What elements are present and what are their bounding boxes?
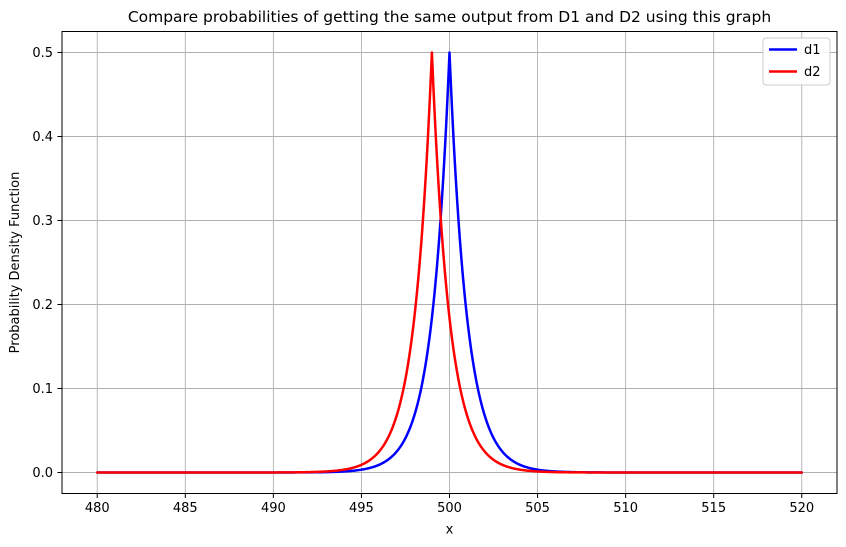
y-tick-label: 0.2: [32, 298, 53, 313]
x-tick-label: 510: [613, 501, 638, 516]
axis-tick-labels: 480 485 490 495 500 505 510 515 520 0.0 0.1 0.2 0.3 0…: [32, 46, 814, 516]
x-tick-label: 505: [525, 501, 550, 516]
x-tick-label: 480: [85, 501, 110, 516]
y-tick-label: 0.4: [32, 130, 53, 145]
series-curves: [95, 51, 804, 474]
x-axis-label: x: [446, 523, 454, 538]
y-tick-label: 0.1: [32, 382, 53, 397]
y-tick-label: 0.0: [32, 466, 53, 481]
y-axis-label: Probability Density Function: [8, 172, 23, 354]
y-tick-label: 0.3: [32, 214, 53, 229]
x-tick-label: 485: [173, 501, 198, 516]
x-tick-label: 495: [349, 501, 374, 516]
x-tick-label: 490: [261, 501, 286, 516]
x-tick-label: 520: [789, 501, 814, 516]
y-tick-label: 0.5: [32, 46, 53, 61]
chart-title: Compare probabilities of getting the sam…: [128, 8, 771, 26]
x-tick-label: 500: [437, 501, 462, 516]
legend-label-d1: d1: [804, 43, 821, 58]
series-line-d2: [95, 51, 804, 474]
x-tick-label: 515: [701, 501, 726, 516]
legend-label-d2: d2: [804, 65, 821, 80]
gridlines: [62, 31, 837, 494]
axis-ticks: [57, 52, 803, 498]
